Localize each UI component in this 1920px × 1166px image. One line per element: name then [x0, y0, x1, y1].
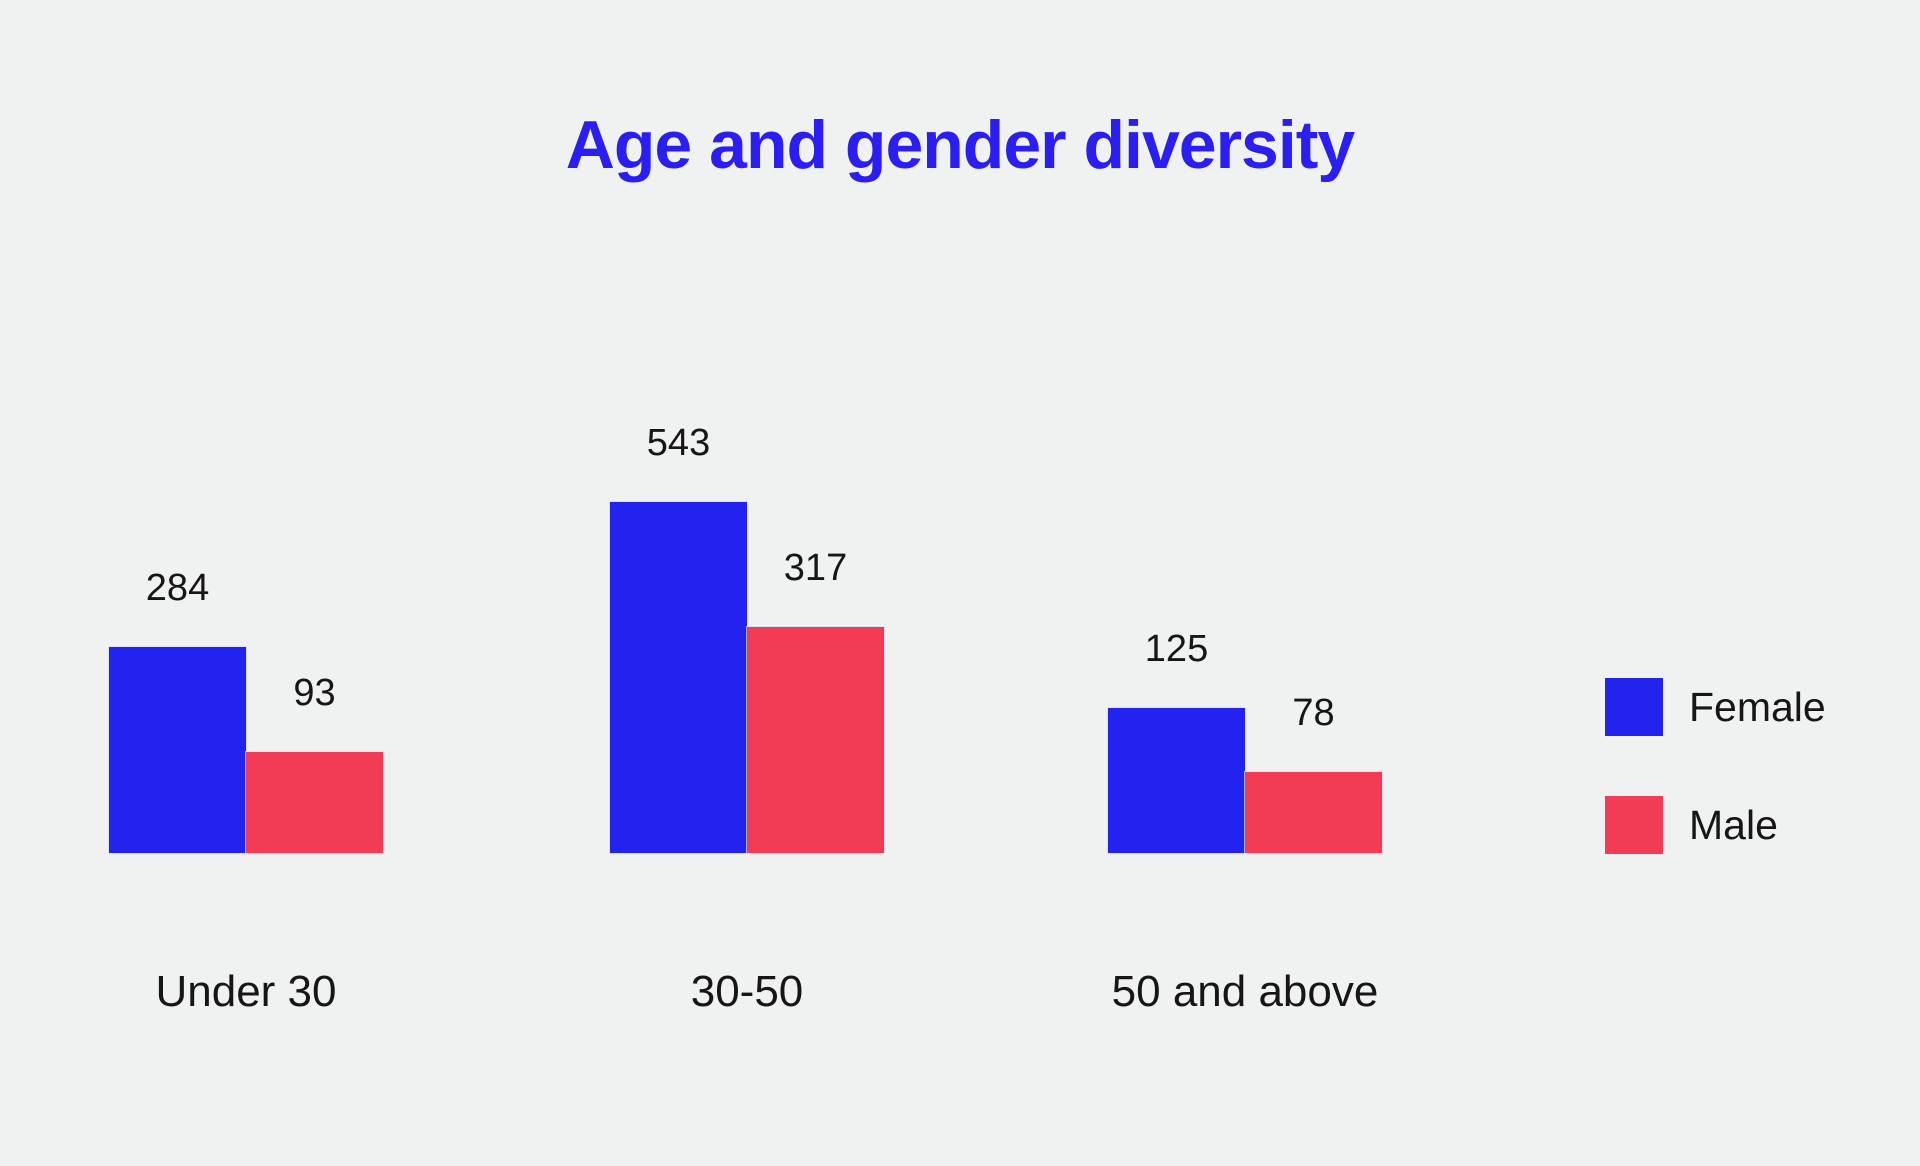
value-label-male-30-50: 317	[783, 547, 848, 589]
category-label-30-50: 30-50	[690, 967, 804, 1016]
legend-item-female: Female	[1605, 678, 1826, 736]
value-label-female-50-and-above: 125	[1144, 628, 1209, 670]
legend-label-female: Female	[1689, 683, 1826, 730]
bar-female-under-30	[109, 647, 246, 853]
bar-pair: 543 317	[610, 424, 884, 853]
bar-column-female: 284	[109, 569, 246, 853]
male-swatch	[1605, 796, 1663, 854]
value-label-female-30-50: 543	[646, 422, 711, 464]
bar-female-50-and-above	[1108, 708, 1245, 853]
bar-pair: 125 78	[1108, 630, 1382, 853]
value-label-female-under-30: 284	[145, 567, 210, 609]
bar-female-30-50	[610, 502, 747, 853]
bar-group-30-50: 543 317 30-50	[610, 0, 884, 1166]
female-swatch	[1605, 678, 1663, 736]
bar-male-under-30	[246, 752, 383, 853]
chart-title: Age and gender diversity	[565, 107, 1355, 183]
bar-group-under-30: 284 93 Under 30	[109, 0, 383, 1166]
category-label-under-30: Under 30	[155, 967, 337, 1016]
value-label-male-under-30: 93	[293, 672, 336, 714]
value-label-male-50-and-above: 78	[1292, 692, 1335, 734]
bar-column-male: 93	[246, 674, 383, 853]
category-label-50-and-above: 50 and above	[1111, 967, 1379, 1016]
bar-column-male: 78	[1245, 694, 1382, 853]
bar-column-female: 543	[610, 424, 747, 853]
bar-column-female: 125	[1108, 630, 1245, 853]
bar-male-50-and-above	[1245, 772, 1382, 853]
bar-male-30-50	[747, 627, 884, 853]
bar-column-male: 317	[747, 549, 884, 853]
bar-pair: 284 93	[109, 569, 383, 853]
bar-group-50-and-above: 125 78 50 and above	[1108, 0, 1382, 1166]
legend-item-male: Male	[1605, 796, 1826, 854]
legend: Female Male	[1605, 678, 1826, 854]
legend-label-male: Male	[1689, 801, 1778, 848]
